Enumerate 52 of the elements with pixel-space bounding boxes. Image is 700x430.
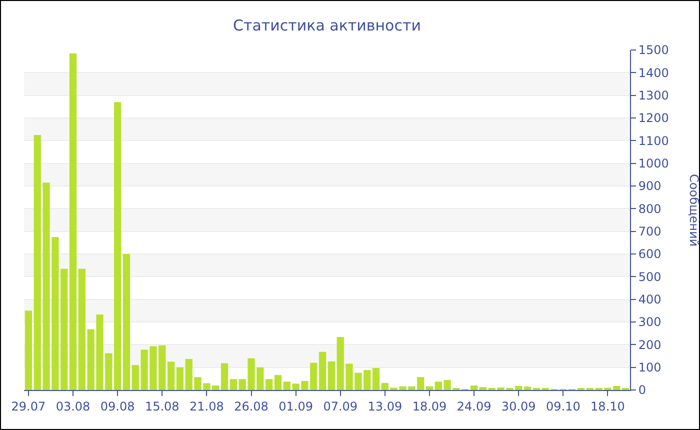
- y-tick-label: 900: [638, 179, 662, 194]
- y-tick-label: 800: [638, 202, 662, 216]
- x-tick-label: 03.08: [56, 399, 90, 414]
- bar: [122, 254, 130, 390]
- y-axis-title: Сообщений: [687, 174, 700, 247]
- y-tick-label: 500: [638, 270, 662, 284]
- x-tick-label: 18.10: [590, 399, 625, 414]
- y-tick-label: 1300: [638, 88, 669, 103]
- y-tick-label: 400: [638, 292, 662, 307]
- x-tick-label: 09.08: [100, 399, 135, 414]
- x-tick-label: 07.09: [323, 399, 358, 414]
- y-tick-label: 200: [638, 338, 662, 352]
- x-tick-label: 21.08: [190, 399, 224, 414]
- bar: [69, 53, 77, 390]
- x-tick-label: 13.09: [368, 399, 402, 414]
- bar: [274, 375, 282, 390]
- y-tick-label: 700: [638, 224, 662, 239]
- bar: [318, 352, 326, 390]
- bar: [24, 310, 32, 390]
- y-tick-label: 1200: [638, 111, 669, 126]
- y-tick-label: 1500: [638, 43, 669, 58]
- bar: [114, 102, 122, 390]
- y-tick-label: 0: [638, 383, 646, 398]
- bar: [176, 367, 184, 390]
- bar: [426, 386, 434, 390]
- x-tick-label: 24.09: [456, 399, 492, 414]
- bar: [417, 377, 424, 390]
- bar: [220, 363, 228, 390]
- y-tick-label: 1000: [638, 156, 669, 171]
- bar: [167, 362, 175, 390]
- x-tick-label: 09.10: [546, 399, 580, 414]
- x-tick-label: 29.07: [11, 399, 46, 414]
- x-tick-label: 30.09: [501, 399, 536, 414]
- x-tick-label: 18.09: [412, 399, 447, 414]
- bar: [381, 382, 388, 390]
- chart-title: Статистика активности: [233, 16, 421, 34]
- bar: [328, 361, 336, 390]
- y-tick-label: 300: [638, 315, 662, 330]
- bar: [524, 386, 532, 390]
- x-tick-label: 26.08: [234, 399, 268, 414]
- bar: [372, 368, 380, 390]
- bar: [479, 387, 487, 390]
- y-tick-label: 600: [638, 247, 662, 262]
- y-tick-label: 100: [638, 360, 662, 375]
- bar: [470, 385, 478, 390]
- y-tick-label: 1100: [638, 134, 669, 148]
- bar: [230, 379, 237, 390]
- x-tick-label: 15.08: [144, 399, 180, 414]
- bar: [266, 379, 273, 390]
- y-tick-label: 1400: [638, 66, 669, 80]
- x-tick-label: 01.09: [278, 399, 313, 414]
- bar: [78, 268, 86, 390]
